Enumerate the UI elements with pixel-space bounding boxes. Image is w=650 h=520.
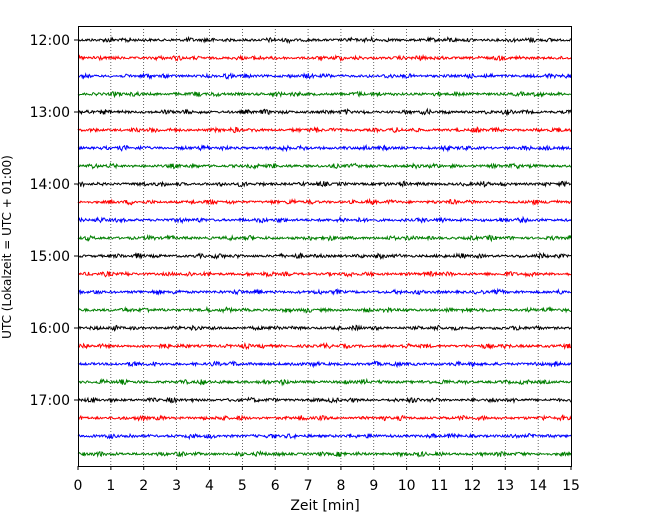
y-tick-label: 13:00 <box>30 105 70 121</box>
trace-12:30 <box>77 72 572 80</box>
trace-15:45 <box>78 305 572 314</box>
y-tick-label: 12:00 <box>30 33 70 49</box>
trace-12:15 <box>77 53 572 63</box>
y-tick-label: 14:00 <box>30 177 70 193</box>
x-tick-label: 14 <box>529 478 547 494</box>
trace-17:45 <box>77 450 572 458</box>
trace-12:45 <box>77 90 572 99</box>
trace-16:00 <box>77 324 572 332</box>
x-tick-label: 11 <box>431 478 449 494</box>
x-tick-label: 12 <box>463 478 481 494</box>
x-tick-label: 0 <box>74 478 83 494</box>
plot-frame <box>78 26 572 467</box>
x-axis-label: Zeit [min] <box>290 498 359 514</box>
trace-17:00 <box>77 396 572 405</box>
trace-14:30 <box>77 215 572 225</box>
grid-lines <box>110 26 539 466</box>
x-tick-label: 9 <box>369 478 378 494</box>
x-tick-label: 4 <box>205 478 214 494</box>
x-tick-label: 1 <box>106 478 115 494</box>
trace-16:30 <box>77 360 572 369</box>
trace-14:45 <box>77 233 572 243</box>
trace-13:45 <box>77 162 572 170</box>
trace-15:15 <box>77 270 572 278</box>
x-tick-label: 10 <box>398 478 416 494</box>
y-tick-label: 16:00 <box>30 321 70 337</box>
x-tick-label: 8 <box>336 478 345 494</box>
trace-16:15 <box>77 341 572 351</box>
x-tick-label: 15 <box>562 478 580 494</box>
y-axis-ticks: 12:00 13:00 14:00 15:00 16:00 17:00 <box>30 33 78 409</box>
x-tick-label: 13 <box>496 478 514 494</box>
x-tick-label: 2 <box>139 478 148 494</box>
trace-14:15 <box>77 197 572 206</box>
x-tick-label: 7 <box>304 478 313 494</box>
trace-16:45 <box>77 377 572 387</box>
trace-17:30 <box>77 432 572 441</box>
trace-17:15 <box>77 414 572 422</box>
trace-13:30 <box>77 144 572 153</box>
y-tick-label: 17:00 <box>30 393 70 409</box>
trace-13:00 <box>77 107 572 117</box>
trace-13:15 <box>77 126 572 134</box>
trace-12:00 <box>77 35 572 45</box>
y-axis-label: UTC (Lokalzeit = UTC + 01:00) <box>0 155 14 339</box>
trace-15:00 <box>77 251 572 260</box>
x-tick-label: 5 <box>238 478 247 494</box>
trace-15:30 <box>77 287 572 296</box>
trace-series <box>77 35 572 458</box>
trace-14:00 <box>77 180 572 188</box>
x-axis-ticks: 0 1 2 3 4 5 6 7 8 9 10 11 12 13 14 15 <box>74 466 580 494</box>
x-tick-label: 6 <box>271 478 280 494</box>
y-tick-label: 15:00 <box>30 249 70 265</box>
x-tick-label: 3 <box>172 478 181 494</box>
